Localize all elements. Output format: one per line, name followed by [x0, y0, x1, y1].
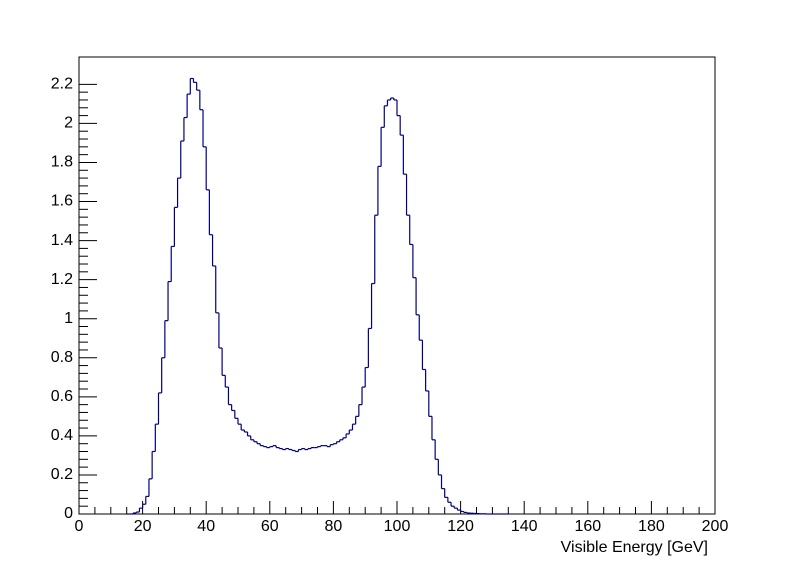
x-tick-label: 20 — [134, 518, 152, 535]
y-tick-label: 0.2 — [51, 466, 73, 483]
y-tick-label: 1.4 — [51, 232, 73, 249]
x-tick-label: 140 — [511, 518, 538, 535]
y-tick-label: 1.2 — [51, 271, 73, 288]
plot-frame — [78, 56, 716, 515]
x-tick-label: 180 — [638, 518, 665, 535]
x-tick-label: 80 — [325, 518, 343, 535]
x-tick-label: 40 — [197, 518, 215, 535]
y-tick-label: 0.4 — [51, 427, 73, 444]
y-tick-label: 1.6 — [51, 193, 73, 210]
y-tick-label: 1 — [64, 310, 73, 327]
x-tick-label: 100 — [384, 518, 411, 535]
x-tick-label: 200 — [702, 518, 729, 535]
x-tick-label: 60 — [261, 518, 279, 535]
y-tick-label: 2.2 — [51, 76, 73, 93]
x-tick-label: 120 — [447, 518, 474, 535]
y-tick-label: 2 — [64, 115, 73, 132]
y-tick-label: 0.8 — [51, 349, 73, 366]
y-tick-label: 1.8 — [51, 154, 73, 171]
y-tick-label: 0.6 — [51, 388, 73, 405]
y-tick-label: 0 — [64, 505, 73, 522]
x-axis-title: Visible Energy [GeV] — [561, 539, 708, 556]
x-tick-label: 0 — [75, 518, 84, 535]
x-tick-label: 160 — [574, 518, 601, 535]
